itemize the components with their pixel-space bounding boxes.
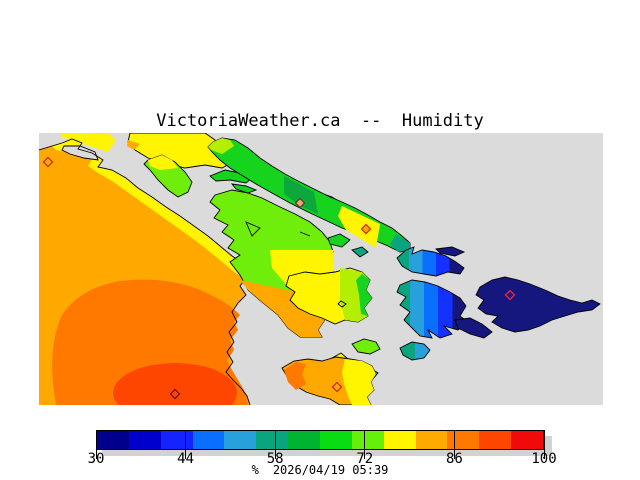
legend-color-segment <box>511 431 544 449</box>
legend-color-segment <box>320 431 352 449</box>
colorbar-tick-label: 72 <box>356 451 374 467</box>
vi-yellow-coast-band <box>52 139 250 278</box>
station-marker[interactable] <box>42 156 54 168</box>
station-markers <box>42 156 516 400</box>
legend-color-segment <box>97 431 129 449</box>
pender-island <box>285 267 373 325</box>
colorbar-tick-line <box>364 430 366 459</box>
legend-color-segment <box>383 431 416 449</box>
colorbar-tick-line <box>274 430 276 459</box>
bottom-orange-island <box>281 356 377 405</box>
legend-color-segment <box>415 431 448 449</box>
humidity-contour-map[interactable] <box>39 133 603 405</box>
station-marker[interactable] <box>294 197 306 209</box>
colorbar-tick-line <box>453 430 455 459</box>
legend-color-segment <box>479 431 512 449</box>
big-navy-island <box>475 276 601 333</box>
colorbar-tick-label: 58 <box>266 451 284 467</box>
lime-islet <box>351 338 381 355</box>
colorbar-tick-line <box>543 430 545 459</box>
long-green-island <box>207 137 411 253</box>
page-title: VictoriaWeather.ca -- Humidity <box>156 111 484 131</box>
legend-caption: % 2026/04/19 05:39 <box>0 463 640 477</box>
station-marker[interactable] <box>331 381 343 393</box>
sliver-island <box>230 183 258 194</box>
islet-mark <box>337 300 347 308</box>
colorbar-tick-line <box>185 430 187 459</box>
legend-color-segment <box>256 431 289 449</box>
legend-color-segment <box>128 431 161 449</box>
colorbar-tick-line <box>95 430 97 459</box>
saturna-blue-island <box>396 246 465 277</box>
vi-red-orange-core <box>113 363 237 405</box>
colorbar-tick-label: 100 <box>531 451 557 467</box>
legend-color-segment <box>288 431 321 449</box>
legend-color-segment <box>447 431 480 449</box>
sliver-island <box>209 169 253 184</box>
legend-timestamp: 2026/04/19 05:39 <box>272 463 389 477</box>
navy-fragment <box>454 317 493 339</box>
colorbar-tick-label: 86 <box>445 451 463 467</box>
small-teal-sky-islet <box>399 341 431 361</box>
small-teal-islet <box>351 246 369 258</box>
vancouver-island <box>39 133 251 405</box>
legend-color-segment <box>224 431 257 449</box>
leaf-island <box>143 154 193 198</box>
thetis-orange-tip <box>127 140 140 150</box>
legend-unit: % <box>251 463 259 477</box>
station-marker[interactable] <box>504 289 516 301</box>
islet-mark <box>299 231 311 237</box>
colorbar-tick-label: 30 <box>87 451 105 467</box>
vi-coastline <box>39 138 251 405</box>
legend-color-segment <box>351 431 384 449</box>
vi-yellow-top-cap <box>62 133 116 152</box>
contour-triangle <box>245 221 261 237</box>
harbour-inlet <box>61 145 99 161</box>
legend-color-segment <box>160 431 193 449</box>
legend-color-segment <box>192 431 225 449</box>
station-marker[interactable] <box>360 223 372 235</box>
station-marker[interactable] <box>169 388 181 400</box>
small-green-islet <box>327 233 351 248</box>
navy-sliver <box>435 246 466 257</box>
blue-gradient-island <box>396 279 469 339</box>
colorbar <box>96 430 544 450</box>
colorbar-tick-label: 44 <box>177 451 195 467</box>
